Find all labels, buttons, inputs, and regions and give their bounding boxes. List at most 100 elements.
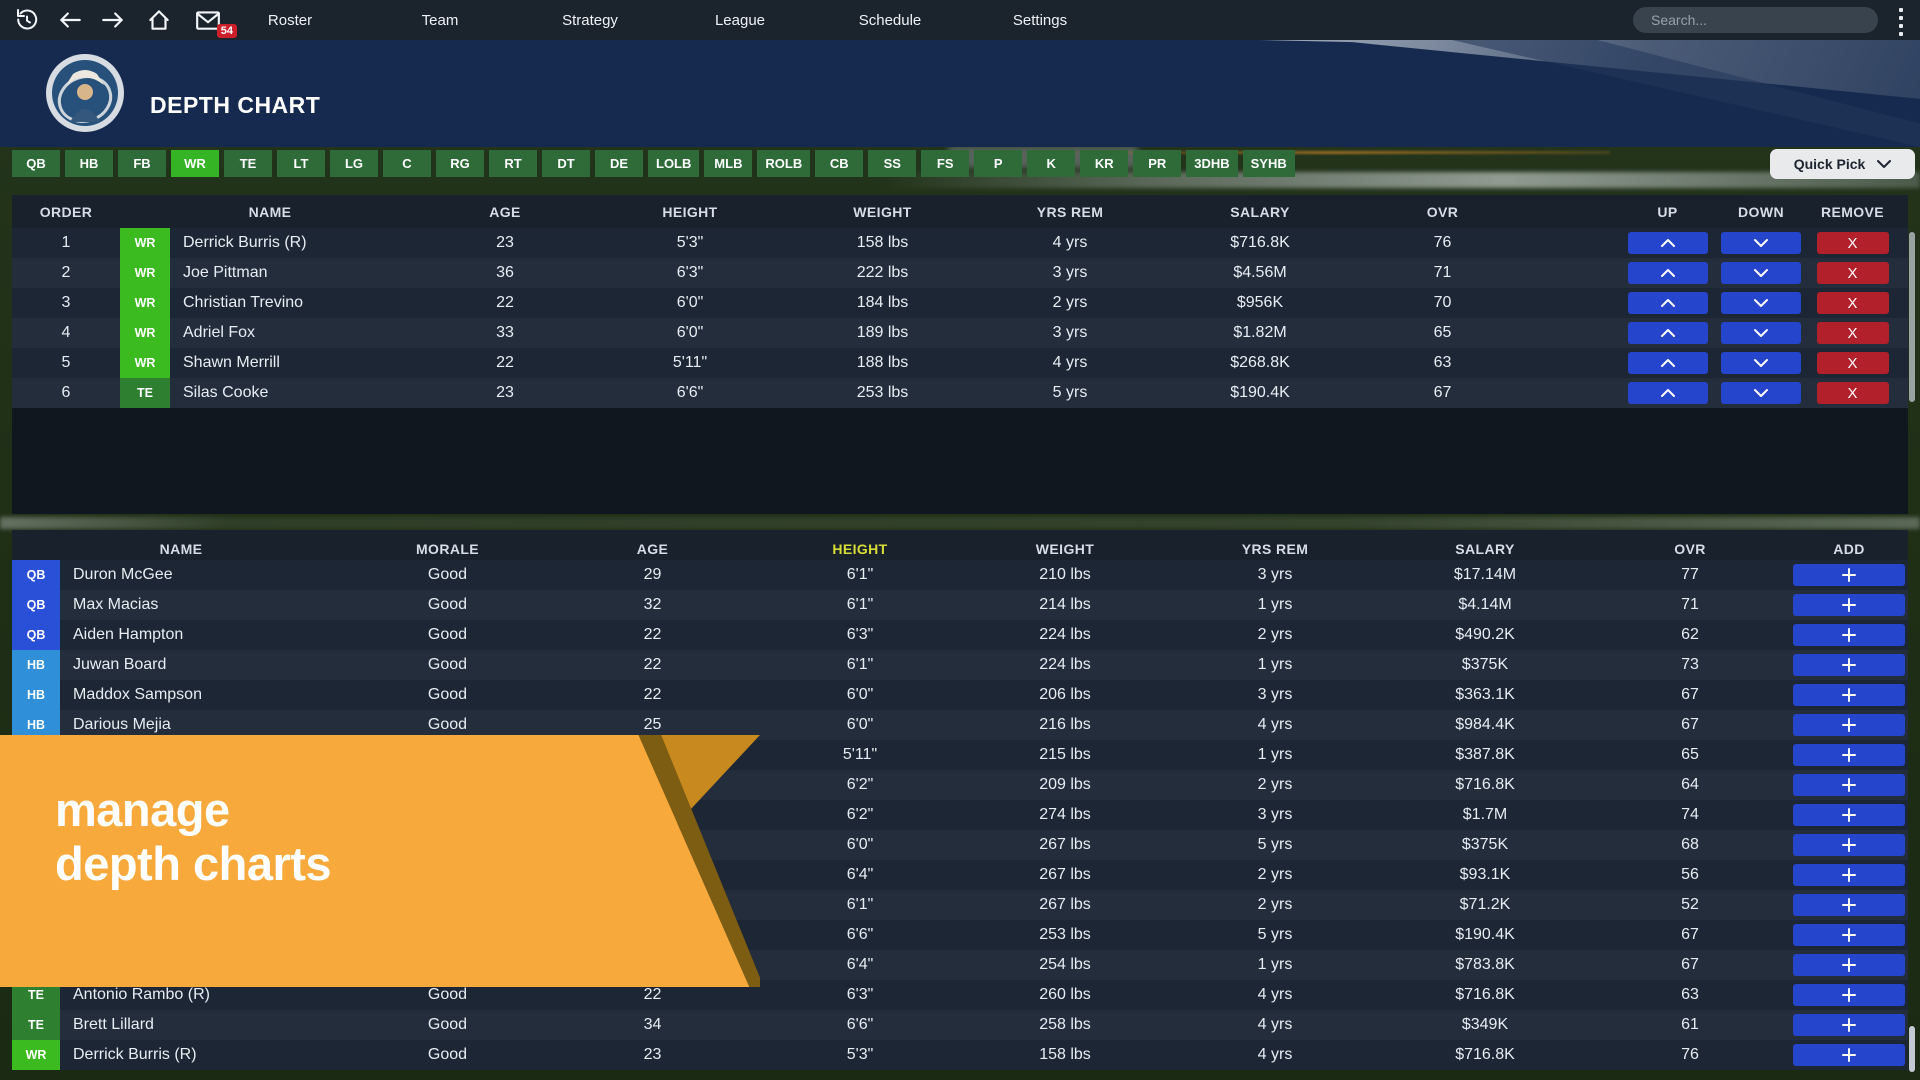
position-tab[interactable]: LOLB — [648, 150, 700, 177]
overflow-menu-icon[interactable] — [1893, 6, 1909, 38]
position-tab[interactable]: LT — [277, 150, 325, 177]
add-player-button[interactable] — [1793, 864, 1905, 886]
nav-menu-item[interactable]: Settings — [965, 0, 1115, 40]
position-tab[interactable]: RT — [489, 150, 537, 177]
add-player-button[interactable] — [1793, 774, 1905, 796]
move-up-button[interactable] — [1627, 232, 1708, 254]
yrs-rem-cell: 3 yrs — [1257, 566, 1293, 583]
x-icon: X — [1847, 384, 1858, 402]
move-down-button[interactable] — [1721, 352, 1801, 374]
add-player-button[interactable] — [1793, 594, 1905, 616]
move-up-button[interactable] — [1627, 352, 1708, 374]
nav-menu-item-label: Team — [421, 11, 459, 29]
plus-icon — [1842, 718, 1856, 732]
add-player-button[interactable] — [1793, 1044, 1905, 1066]
position-tab[interactable]: WR — [171, 150, 219, 177]
position-tab[interactable]: RG — [436, 150, 484, 177]
add-player-button[interactable] — [1793, 924, 1905, 946]
position-tab[interactable]: DE — [595, 150, 643, 177]
position-tab[interactable]: QB — [12, 150, 60, 177]
back-arrow-icon[interactable] — [50, 0, 90, 40]
position-tab[interactable]: C — [383, 150, 431, 177]
nav-menu-item[interactable]: Strategy — [515, 0, 665, 40]
age-cell: 22 — [643, 986, 662, 1003]
nav-menu-item[interactable]: Schedule — [815, 0, 965, 40]
remove-button[interactable]: X — [1816, 232, 1889, 254]
ovr-cell: 56 — [1681, 866, 1699, 883]
add-player-button[interactable] — [1793, 654, 1905, 676]
position-tab[interactable]: ROLB — [757, 150, 811, 177]
position-tab[interactable]: FB — [118, 150, 166, 177]
add-player-button[interactable] — [1793, 684, 1905, 706]
move-up-button[interactable] — [1627, 262, 1708, 284]
roster-table-scrollbar[interactable] — [1909, 1026, 1915, 1072]
move-down-button[interactable] — [1721, 232, 1801, 254]
weight-cell: 224 lbs — [1039, 626, 1091, 643]
yrs-rem-cell: 4 yrs — [1052, 354, 1088, 371]
add-player-button[interactable] — [1793, 894, 1905, 916]
position-tab[interactable]: DT — [542, 150, 590, 177]
add-player-button[interactable] — [1793, 984, 1905, 1006]
salary-cell: $716.8K — [1455, 986, 1515, 1003]
col-salary: SALARY — [1230, 203, 1290, 220]
remove-button[interactable]: X — [1816, 322, 1889, 344]
weight-cell: 206 lbs — [1039, 686, 1091, 703]
position-tab-label: LG — [344, 156, 364, 171]
salary-cell: $716.8K — [1230, 234, 1290, 251]
remove-button[interactable]: X — [1816, 262, 1889, 284]
position-tab[interactable]: SYHB — [1242, 150, 1295, 177]
quick-pick-button[interactable]: Quick Pick — [1770, 149, 1915, 179]
add-player-button[interactable] — [1793, 834, 1905, 856]
position-tab[interactable]: KR — [1080, 150, 1129, 177]
position-tab[interactable]: K — [1027, 150, 1076, 177]
move-down-button[interactable] — [1721, 322, 1801, 344]
yrs-rem-cell: 1 yrs — [1257, 746, 1293, 763]
nav-menu-item[interactable]: Roster — [215, 0, 365, 40]
position-tab[interactable]: TE — [224, 150, 272, 177]
weight-cell: 216 lbs — [1039, 716, 1091, 733]
depth-table-scrollbar[interactable] — [1909, 232, 1915, 402]
search-input[interactable]: Search... — [1633, 7, 1878, 33]
add-player-button[interactable] — [1793, 954, 1905, 976]
history-icon[interactable] — [6, 0, 46, 40]
age-cell: 36 — [496, 264, 514, 281]
add-player-button[interactable] — [1793, 1014, 1905, 1036]
position-tab[interactable]: PR — [1133, 150, 1182, 177]
yrs-rem-cell: 5 yrs — [1257, 836, 1293, 853]
forward-arrow-icon[interactable] — [93, 0, 133, 40]
move-down-button[interactable] — [1721, 292, 1801, 314]
move-up-button[interactable] — [1627, 292, 1708, 314]
position-tab[interactable]: SS — [868, 150, 917, 177]
add-player-button[interactable] — [1793, 564, 1905, 586]
remove-button[interactable]: X — [1816, 352, 1889, 374]
position-tab[interactable]: CB — [815, 150, 864, 177]
add-player-button[interactable] — [1793, 624, 1905, 646]
ovr-cell: 65 — [1433, 324, 1452, 341]
mail-icon[interactable]: 54 — [188, 0, 237, 40]
move-down-button[interactable] — [1721, 262, 1801, 284]
remove-button[interactable]: X — [1816, 382, 1889, 404]
position-badge: TE — [120, 378, 170, 408]
remove-button[interactable]: X — [1816, 292, 1889, 314]
move-up-button[interactable] — [1627, 322, 1708, 344]
height-cell: 6'4" — [846, 866, 874, 883]
col-height-sorted[interactable]: HEIGHT — [832, 540, 888, 557]
position-tab[interactable]: LG — [330, 150, 378, 177]
position-tab[interactable]: P — [974, 150, 1023, 177]
home-icon[interactable] — [139, 0, 179, 40]
nav-menu-item[interactable]: League — [665, 0, 815, 40]
salary-cell: $190.4K — [1455, 926, 1515, 943]
position-tab[interactable]: HB — [65, 150, 113, 177]
plus-icon — [1842, 988, 1856, 1002]
position-tab[interactable]: FS — [921, 150, 970, 177]
move-down-button[interactable] — [1721, 382, 1801, 404]
position-tab[interactable]: 3DHB — [1186, 150, 1238, 177]
add-player-button[interactable] — [1793, 804, 1905, 826]
add-player-button[interactable] — [1793, 714, 1905, 736]
position-tab-label: K — [1046, 156, 1056, 171]
nav-menu-item[interactable]: Team — [365, 0, 515, 40]
add-player-button[interactable] — [1793, 744, 1905, 766]
position-tab[interactable]: MLB — [704, 150, 753, 177]
weight-cell: 188 lbs — [856, 354, 909, 371]
move-up-button[interactable] — [1627, 382, 1708, 404]
